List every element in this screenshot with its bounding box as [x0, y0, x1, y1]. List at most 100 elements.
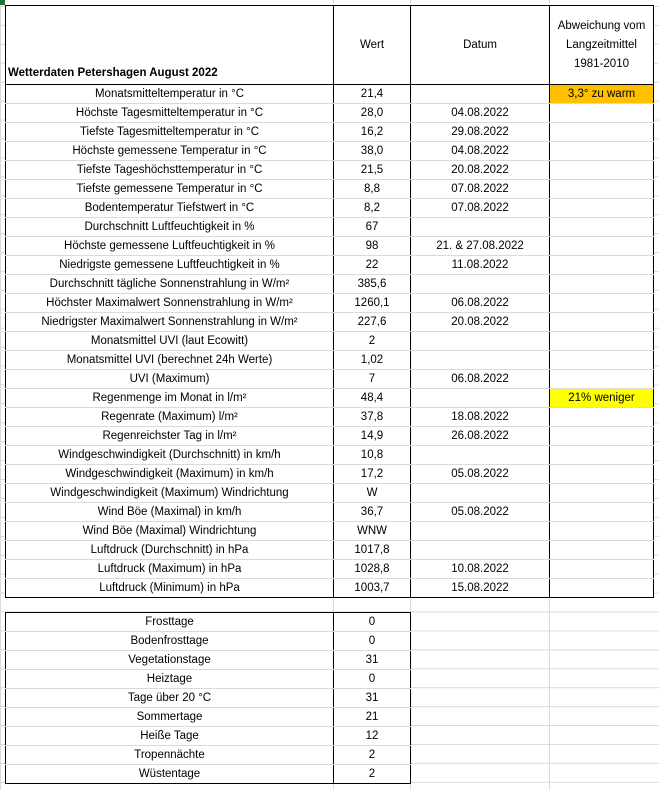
row-label[interactable]: Regenrate (Maximum) l/m² [5, 407, 334, 427]
row-deviation[interactable] [549, 236, 654, 256]
row-deviation[interactable] [549, 160, 654, 180]
row-date[interactable]: 06.08.2022 [410, 293, 550, 313]
row-value[interactable]: 37,8 [333, 407, 411, 427]
row-date[interactable] [410, 274, 550, 294]
day-label[interactable]: Heiztage [5, 669, 334, 689]
row-deviation[interactable] [549, 103, 654, 123]
row-deviation[interactable] [549, 578, 654, 598]
day-label[interactable]: Heiße Tage [5, 726, 334, 746]
day-label[interactable]: Frosttage [5, 612, 334, 632]
row-label[interactable]: Windgeschwindigkeit (Maximum) in km/h [5, 464, 334, 484]
header-date[interactable]: Datum [410, 5, 550, 85]
row-value[interactable]: W [333, 483, 411, 503]
row-value[interactable]: 1028,8 [333, 559, 411, 579]
row-label[interactable]: Wind Böe (Maximal) in km/h [5, 502, 334, 522]
row-date[interactable] [410, 445, 550, 465]
row-label[interactable]: Luftdruck (Maximum) in hPa [5, 559, 334, 579]
day-value[interactable]: 0 [333, 669, 411, 689]
row-deviation[interactable] [549, 540, 654, 560]
row-date[interactable]: 05.08.2022 [410, 464, 550, 484]
row-value[interactable]: 17,2 [333, 464, 411, 484]
row-deviation[interactable] [549, 521, 654, 541]
header-deviation[interactable]: Abweichung vom Langzeitmittel 1981-2010 [549, 5, 654, 85]
row-value[interactable]: 227,6 [333, 312, 411, 332]
row-value[interactable]: 22 [333, 255, 411, 275]
row-deviation[interactable]: 21% weniger [549, 388, 654, 408]
day-label[interactable]: Wüstentage [5, 764, 334, 784]
day-value[interactable]: 2 [333, 745, 411, 765]
row-value[interactable]: WNW [333, 521, 411, 541]
day-value[interactable]: 31 [333, 650, 411, 670]
row-label[interactable]: Regenmenge im Monat in l/m² [5, 388, 334, 408]
row-value[interactable]: 21,5 [333, 160, 411, 180]
row-date[interactable] [410, 217, 550, 237]
row-value[interactable]: 48,4 [333, 388, 411, 408]
row-deviation[interactable] [549, 274, 654, 294]
row-date[interactable]: 18.08.2022 [410, 407, 550, 427]
row-value[interactable]: 10,8 [333, 445, 411, 465]
day-label[interactable]: Vegetationstage [5, 650, 334, 670]
row-deviation[interactable] [549, 122, 654, 142]
row-deviation[interactable] [549, 369, 654, 389]
row-value[interactable]: 2 [333, 331, 411, 351]
row-label[interactable]: Luftdruck (Minimum) in hPa [5, 578, 334, 598]
day-value[interactable]: 31 [333, 688, 411, 708]
row-date[interactable]: 29.08.2022 [410, 122, 550, 142]
row-value[interactable]: 1017,8 [333, 540, 411, 560]
row-label[interactable]: Luftdruck (Durchschnitt) in hPa [5, 540, 334, 560]
row-value[interactable]: 38,0 [333, 141, 411, 161]
row-label[interactable]: Tiefste Tagesmitteltemperatur in °C [5, 122, 334, 142]
row-label[interactable]: Höchster Maximalwert Sonnenstrahlung in … [5, 293, 334, 313]
row-label[interactable]: Monatsmitteltemperatur in °C [5, 84, 334, 104]
row-deviation[interactable] [549, 141, 654, 161]
row-deviation[interactable] [549, 312, 654, 332]
row-label[interactable]: Tiefste gemessene Temperatur in °C [5, 179, 334, 199]
day-value[interactable]: 21 [333, 707, 411, 727]
row-date[interactable] [410, 483, 550, 503]
row-value[interactable]: 14,9 [333, 426, 411, 446]
row-date[interactable]: 26.08.2022 [410, 426, 550, 446]
row-date[interactable] [410, 350, 550, 370]
row-deviation[interactable] [549, 559, 654, 579]
day-value[interactable]: 0 [333, 631, 411, 651]
row-deviation[interactable] [549, 255, 654, 275]
row-value[interactable]: 28,0 [333, 103, 411, 123]
row-value[interactable]: 36,7 [333, 502, 411, 522]
day-label[interactable]: Tropennächte [5, 745, 334, 765]
row-date[interactable]: 10.08.2022 [410, 559, 550, 579]
row-label[interactable]: Durchschnitt Luftfeuchtigkeit in % [5, 217, 334, 237]
row-date[interactable]: 20.08.2022 [410, 160, 550, 180]
row-date[interactable] [410, 540, 550, 560]
day-value[interactable]: 12 [333, 726, 411, 746]
row-date[interactable] [410, 84, 550, 104]
row-date[interactable]: 04.08.2022 [410, 141, 550, 161]
day-label[interactable]: Sommertage [5, 707, 334, 727]
row-label[interactable]: Monatsmittel UVI (laut Ecowitt) [5, 331, 334, 351]
row-label[interactable]: UVI (Maximum) [5, 369, 334, 389]
row-label[interactable]: Höchste gemessene Luftfeuchtigkeit in % [5, 236, 334, 256]
row-date[interactable] [410, 388, 550, 408]
header-value[interactable]: Wert [333, 5, 411, 85]
row-label[interactable]: Höchste Tagesmitteltemperatur in °C [5, 103, 334, 123]
row-value[interactable]: 1,02 [333, 350, 411, 370]
row-deviation[interactable] [549, 293, 654, 313]
row-deviation[interactable] [549, 407, 654, 427]
row-value[interactable]: 98 [333, 236, 411, 256]
row-date[interactable]: 21. & 27.08.2022 [410, 236, 550, 256]
row-date[interactable]: 15.08.2022 [410, 578, 550, 598]
row-date[interactable]: 11.08.2022 [410, 255, 550, 275]
row-deviation[interactable] [549, 217, 654, 237]
row-value[interactable]: 16,2 [333, 122, 411, 142]
day-label[interactable]: Bodenfrosttage [5, 631, 334, 651]
row-value[interactable]: 67 [333, 217, 411, 237]
row-date[interactable] [410, 521, 550, 541]
row-deviation[interactable] [549, 483, 654, 503]
row-value[interactable]: 1003,7 [333, 578, 411, 598]
row-value[interactable]: 1260,1 [333, 293, 411, 313]
row-deviation[interactable] [549, 331, 654, 351]
day-label[interactable]: Tage über 20 °C [5, 688, 334, 708]
row-deviation[interactable] [549, 464, 654, 484]
row-label[interactable]: Windgeschwindigkeit (Maximum) Windrichtu… [5, 483, 334, 503]
row-label[interactable]: Windgeschwindigkeit (Durchschnitt) in km… [5, 445, 334, 465]
row-deviation[interactable] [549, 179, 654, 199]
